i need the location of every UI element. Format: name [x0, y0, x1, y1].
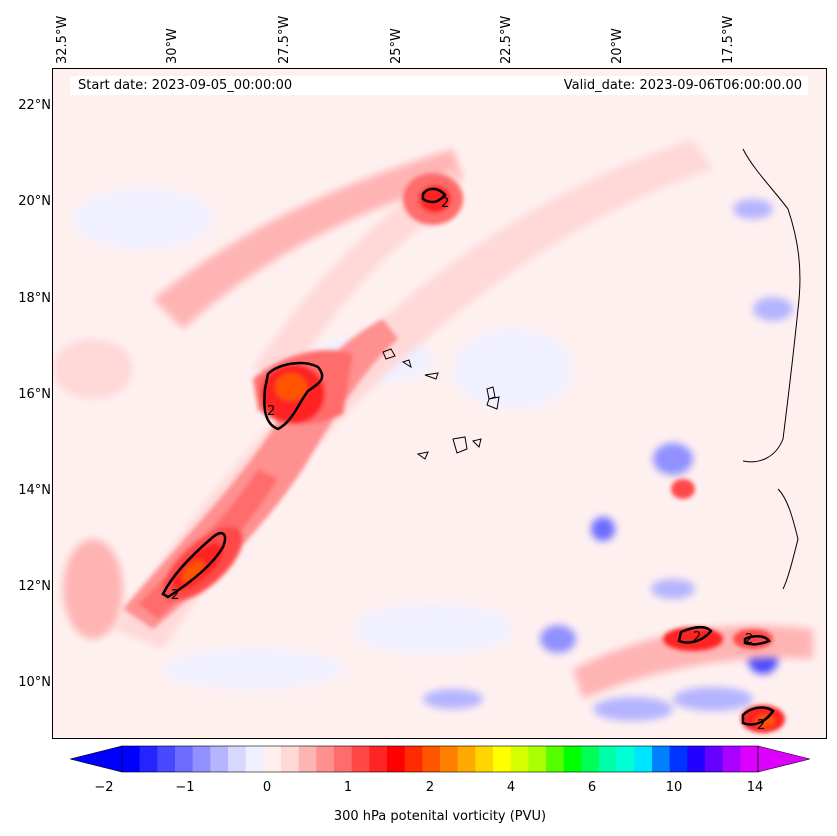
colorbar-swatch	[669, 746, 688, 772]
colorbar-swatch	[387, 746, 406, 772]
contour-label: 2	[441, 196, 449, 211]
colorbar-swatch	[404, 746, 423, 772]
colorbar-swatch	[210, 746, 229, 772]
colorbar-swatch	[493, 746, 512, 772]
lon-label-27-5w: 27.5°W	[277, 15, 292, 64]
map-header: Start date: 2023-09-05_00:00:00 Valid_da…	[70, 76, 808, 95]
colorbar-border	[121, 745, 759, 773]
lat-label-22n: 22°N	[18, 98, 51, 113]
contour-label: 2	[171, 588, 179, 603]
valid-date-label: Valid_date: 2023-09-06T06:00:00.00	[563, 78, 802, 93]
colorbar-tick: 6	[587, 780, 597, 795]
colorbar-tick: 0	[262, 780, 272, 795]
colorbar-tick: 10	[665, 780, 683, 795]
lat-label-12n: 12°N	[18, 579, 51, 594]
colorbar-tick: 1	[343, 780, 353, 795]
colorbar-swatch	[440, 746, 459, 772]
coastline	[382, 148, 801, 590]
colorbar-swatch	[510, 746, 529, 772]
colorbar-swatch	[175, 746, 194, 772]
colorbar-swatch	[122, 746, 141, 772]
colorbar-tick: 4	[506, 780, 516, 795]
lon-label-20w: 20°W	[610, 28, 625, 64]
colorbar-swatch	[546, 746, 565, 772]
colorbar-tick: 14	[746, 780, 764, 795]
colorbar-svg	[69, 745, 811, 773]
colorbar-swatch	[298, 746, 317, 772]
colorbar-swatch	[422, 746, 441, 772]
lat-label-18n: 18°N	[18, 291, 51, 306]
colorbar-swatch	[475, 746, 494, 772]
colorbar-over-arrow	[757, 745, 811, 773]
colorbar-swatch	[334, 746, 353, 772]
colorbar-swatch	[722, 746, 741, 772]
colorbar-swatch	[228, 746, 247, 772]
lon-label-32-5w: 32.5°W	[55, 15, 70, 64]
lat-label-20n: 20°N	[18, 194, 51, 209]
lon-label-22-5w: 22.5°W	[499, 15, 514, 64]
colorbar-swatch	[351, 746, 370, 772]
colorbar-swatch	[599, 746, 618, 772]
pv-2-contours	[161, 187, 775, 726]
contour-label: 2	[693, 630, 701, 645]
colorbar-swatch	[263, 746, 282, 772]
colorbar-swatch	[616, 746, 635, 772]
colorbar-swatch	[245, 746, 264, 772]
lat-label-10n: 10°N	[18, 675, 51, 690]
pv-map[interactable]: 2 2 2 2 2 2	[52, 68, 827, 739]
colorbar-swatch	[281, 746, 300, 772]
colorbar-swatch	[457, 746, 476, 772]
lon-label-25w: 25°W	[389, 28, 404, 64]
contour-label: 2	[757, 718, 765, 733]
contour-label: 2	[745, 632, 753, 647]
colorbar-swatch	[581, 746, 600, 772]
lat-label-14n: 14°N	[18, 483, 51, 498]
colorbar-swatch	[316, 746, 335, 772]
lon-label-30w: 30°W	[165, 28, 180, 64]
start-date-label: Start date: 2023-09-05_00:00:00	[78, 78, 293, 93]
colorbar-swatch	[157, 746, 176, 772]
colorbar-swatch	[740, 746, 759, 772]
colorbar-tick: −2	[94, 780, 114, 795]
colorbar-under-arrow	[69, 745, 123, 773]
pv-streamer	[123, 173, 785, 733]
contour-label: 2	[267, 404, 275, 419]
colorbar-swatch	[634, 746, 653, 772]
colorbar-swatch	[528, 746, 547, 772]
colorbar	[69, 744, 811, 774]
pv-field-svg: 2 2 2 2 2 2	[53, 69, 826, 738]
colorbar-swatch	[192, 746, 211, 772]
colorbar-swatch	[369, 746, 388, 772]
colorbar-label: 300 hPa potenital vorticity (PVU)	[333, 809, 547, 824]
lat-label-16n: 16°N	[18, 387, 51, 402]
colorbar-swatch	[139, 746, 158, 772]
lon-label-17-5w: 17.5°W	[721, 15, 736, 64]
colorbar-swatch	[563, 746, 582, 772]
colorbar-tick: −1	[175, 780, 195, 795]
colorbar-tick: 2	[425, 780, 435, 795]
colorbar-swatch	[652, 746, 671, 772]
colorbar-swatch	[687, 746, 706, 772]
colorbar-swatch	[705, 746, 724, 772]
